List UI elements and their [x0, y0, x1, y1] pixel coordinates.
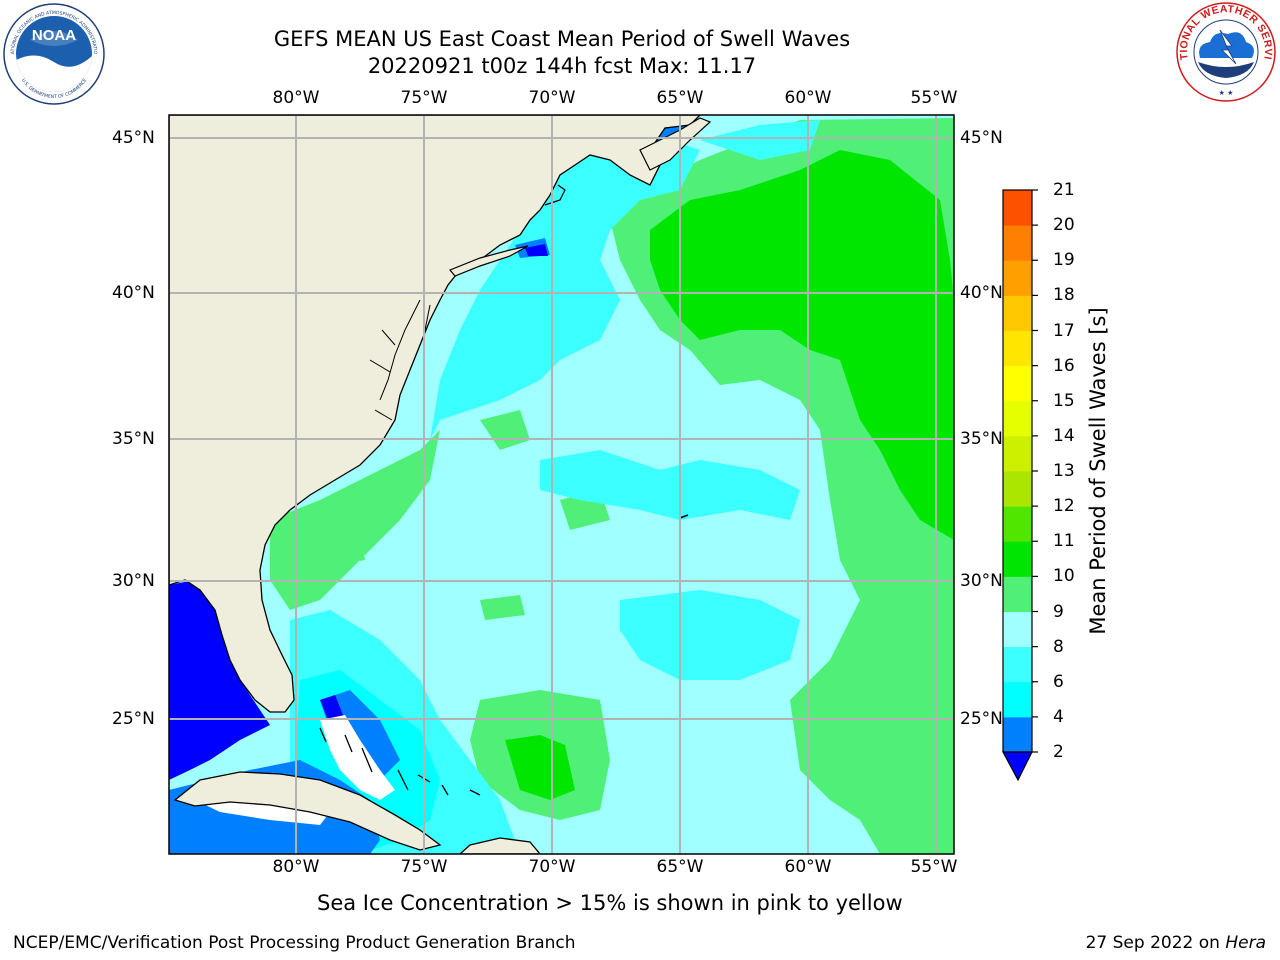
colorbar-segments	[1003, 190, 1032, 753]
colorbar-tick-label: 11	[1053, 531, 1075, 552]
land-hispaniola	[459, 837, 541, 854]
colorbar-tick-label: 21	[1053, 180, 1075, 200]
colorbar-segment	[1003, 576, 1032, 612]
colorbar-tick-label: 13	[1053, 461, 1075, 481]
map-subtitle: 20220921 t00z 144h fcst Max: 11.17	[367, 54, 757, 78]
swell-region-9-10s-coastal	[270, 430, 440, 610]
colorbar-segment	[1003, 295, 1032, 331]
colorbar-tick-label: 16	[1053, 355, 1075, 376]
colorbar-segment	[1003, 260, 1032, 296]
colorbar-tick-label: 4	[1053, 706, 1064, 727]
swell-region-10-11s-core	[650, 150, 954, 540]
swell-region-6-8s-mid	[540, 120, 820, 680]
lat-label-right: 25°N	[960, 709, 1003, 729]
colorbar-tick-label: 17	[1053, 320, 1075, 341]
graticule	[169, 115, 954, 854]
land-bermuda	[679, 514, 689, 519]
swell-region-10-11s-south	[505, 735, 575, 800]
lon-label-top: 60°W	[784, 88, 832, 108]
lon-label-top: 75°W	[400, 88, 448, 108]
footer-machine: Hera	[1225, 933, 1266, 953]
lon-label-top: 55°W	[910, 88, 958, 108]
colorbar-tick-label: 9	[1053, 601, 1064, 622]
lon-label-bottom: 60°W	[784, 857, 832, 877]
colorbar-segment	[1003, 225, 1032, 261]
colorbar-segment	[1003, 646, 1032, 683]
svg-text:★ ★: ★ ★	[1219, 89, 1234, 97]
lon-label-bottom: 55°W	[910, 857, 958, 877]
map-frame	[168, 114, 955, 855]
lat-label-right: 45°N	[960, 128, 1003, 148]
colorbar-tick-label: 20	[1053, 215, 1075, 236]
colorbar-segment	[1003, 716, 1032, 753]
coast-chesapeake	[369, 299, 431, 421]
colorbar-segment	[1003, 365, 1032, 402]
lon-label-top: 70°W	[528, 88, 576, 108]
colorbar-label: Mean Period of Swell Waves [s]	[1086, 307, 1110, 635]
land-nova-scotia	[639, 117, 712, 171]
swell-region-under-2s-gulf	[169, 580, 270, 780]
colorbar-tick-label: 10	[1053, 566, 1075, 587]
map-title: GEFS MEAN US East Coast Mean Period of S…	[273, 27, 851, 51]
colorbar-segment	[1003, 506, 1032, 542]
colorbar-segment	[1003, 681, 1032, 718]
colorbar-segment	[1003, 471, 1032, 507]
lat-label-right: 35°N	[960, 429, 1003, 449]
colorbar-segment	[1003, 330, 1032, 367]
land-long-island	[449, 245, 529, 277]
colorbar-tick-label: 6	[1053, 671, 1064, 692]
colorbar-tick-label: 19	[1053, 250, 1075, 271]
footer-date: 27 Sep 2022 on Hera	[1086, 933, 1266, 953]
noaa-logo: NOAA NATIONAL OCEANIC AND ATMOSPHERIC AD…	[2, 2, 105, 105]
colorbar-tick-label: 2	[1053, 742, 1064, 762]
noaa-logo-text: NOAA	[32, 27, 76, 44]
colorbar-tick-label: 8	[1053, 636, 1064, 657]
footer-date-text: 27 Sep 2022 on	[1085, 933, 1226, 953]
colorbar-segment	[1003, 611, 1032, 648]
swell-region-6-8s-coastal	[430, 130, 700, 440]
colorbar-segment	[1003, 435, 1032, 472]
lon-label-bottom: 75°W	[400, 857, 448, 877]
lat-label-left: 45°N	[112, 128, 155, 148]
lat-label-left: 40°N	[112, 283, 155, 303]
colorbar-under-arrow	[1001, 751, 1033, 782]
lat-label-left: 30°N	[112, 571, 155, 591]
colorbar-segment	[1003, 400, 1032, 437]
colorbar-tick-label: 15	[1053, 390, 1075, 411]
colorbar-tick-label: 12	[1053, 496, 1075, 517]
colorbar-segment	[1003, 190, 1032, 226]
lon-label-top: 65°W	[656, 88, 704, 108]
colorbar-segment	[1003, 541, 1032, 577]
footer-credit: NCEP/EMC/Verification Post Processing Pr…	[13, 933, 576, 953]
lat-label-right: 40°N	[960, 283, 1003, 303]
lat-label-right: 30°N	[960, 571, 1003, 591]
nws-logo: NATIONAL WEATHER SERVICE ★ ★	[1174, 0, 1276, 102]
land-cuba	[173, 771, 442, 851]
lon-label-top: 80°W	[272, 88, 320, 108]
sea-ice-note-text: Sea Ice Concentration > 15% is shown in …	[317, 891, 903, 915]
lat-label-left: 35°N	[112, 429, 155, 449]
lat-label-left: 25°N	[112, 709, 155, 729]
lon-label-bottom: 65°W	[656, 857, 704, 877]
land-north-america	[169, 115, 701, 713]
colorbar-tick-label: 14	[1053, 425, 1075, 446]
lon-label-bottom: 70°W	[528, 857, 576, 877]
lon-label-bottom: 80°W	[272, 857, 320, 877]
colorbar-tick-label: 18	[1053, 285, 1075, 306]
